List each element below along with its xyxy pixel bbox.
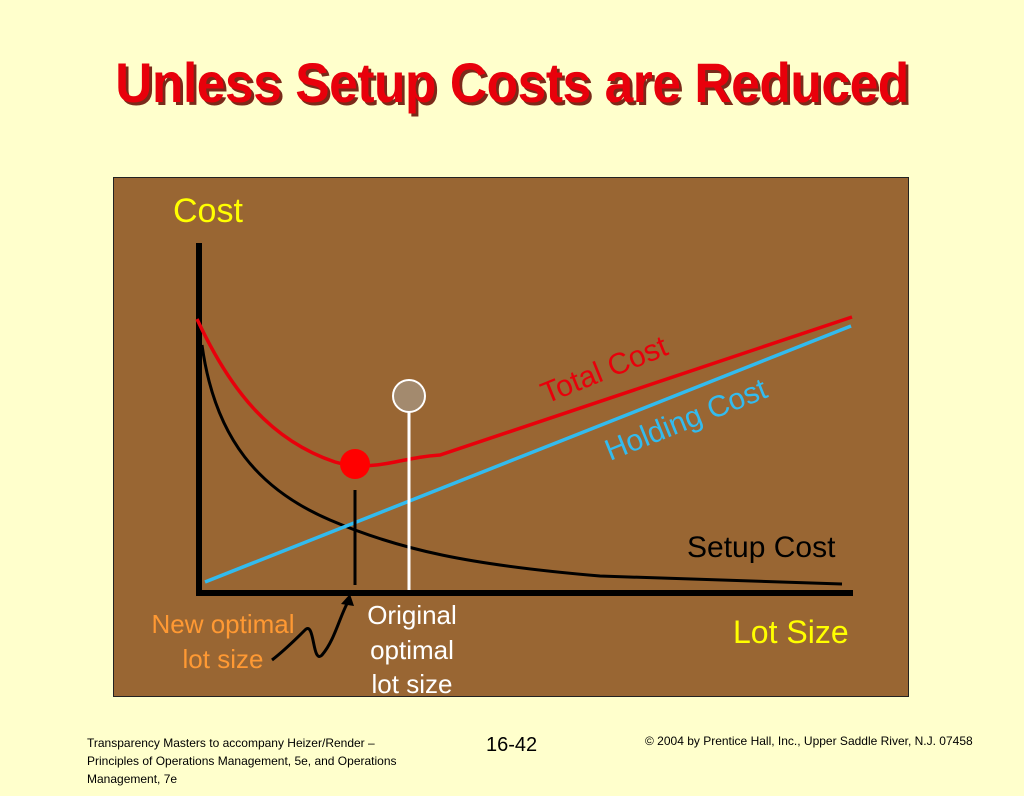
arrow-head: [341, 594, 354, 606]
original-optimal-label-line1: Original: [367, 600, 457, 630]
footer-credits-line3: Management, 7e: [87, 772, 178, 786]
footer-credits-line1: Transparency Masters to accompany Heizer…: [87, 736, 375, 750]
new-optimal-arrow: [271, 599, 351, 662]
original-optimal-point: [392, 379, 426, 413]
x-axis-label: Lot Size: [733, 614, 849, 650]
footer-credits-line2: Principles of Operations Management, 5e,…: [87, 754, 397, 768]
new-optimal-label-line2: lot size: [183, 644, 264, 674]
copyright: © 2004 by Prentice Hall, Inc., Upper Sad…: [645, 734, 973, 748]
setup-cost-curve: [200, 344, 843, 586]
original-optimal-label-line3: lot size: [372, 669, 453, 699]
holding-cost-label: Holding Cost: [600, 372, 772, 467]
new-optimal-label-line1: New optimal: [151, 609, 294, 639]
diagram-panel: [113, 177, 909, 697]
page-number: 16-42: [486, 734, 538, 756]
original-optimal-label-line2: optimal: [370, 635, 454, 665]
new-optimal-point: [340, 449, 370, 479]
footer-credits: Transparency Masters to accompany Heizer…: [87, 734, 407, 788]
slide-title: Unless Setup Costs are Reduced: [115, 51, 909, 114]
setup-cost-label: Setup Cost: [687, 531, 836, 564]
y-axis-label: Cost: [173, 192, 243, 230]
holding-cost-line: [204, 324, 852, 584]
